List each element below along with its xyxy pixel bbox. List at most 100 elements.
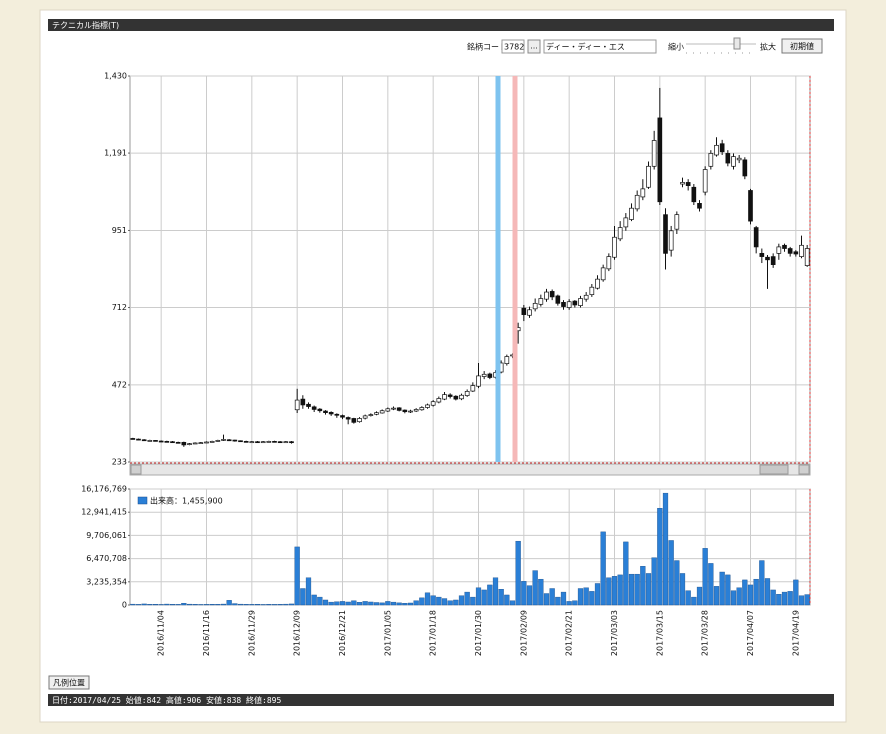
candle-body xyxy=(419,407,425,411)
candle-body xyxy=(623,217,629,228)
volume-bar xyxy=(147,604,153,606)
volume-bar xyxy=(243,604,249,606)
volume-bar xyxy=(203,604,210,606)
legend-swatch xyxy=(137,496,148,505)
volume-bar xyxy=(249,604,255,606)
volume-bar xyxy=(526,585,533,606)
name-input[interactable] xyxy=(543,39,657,54)
candle-body xyxy=(583,294,589,300)
candle-body xyxy=(328,411,334,415)
scroll-thumb[interactable] xyxy=(759,464,789,475)
volume-bar xyxy=(294,546,300,606)
candle-body xyxy=(487,373,493,378)
x-tick-label: 2016/12/09 xyxy=(293,610,302,656)
volume-bar xyxy=(770,589,776,606)
y-tick-label: 12,941,415 xyxy=(81,508,127,517)
volume-bar xyxy=(696,586,703,606)
status-bar xyxy=(48,694,834,706)
reset-button[interactable] xyxy=(781,38,823,54)
volume-bar xyxy=(498,589,504,606)
candle-body xyxy=(238,440,243,443)
volume-bar xyxy=(662,492,669,606)
volume-bar xyxy=(305,577,312,606)
chart-layer: 2016/11/04 2016/11/16 2016/11/29 2016/12/09… xyxy=(81,72,810,656)
candle-body xyxy=(351,418,357,423)
scroll-left[interactable] xyxy=(130,464,142,475)
x-tick-label: 2016/12/21 xyxy=(338,610,347,656)
candle-body xyxy=(719,143,725,153)
volume-bar xyxy=(215,604,221,606)
candle-body xyxy=(804,248,810,266)
volume-bar xyxy=(441,598,448,606)
volume-bar xyxy=(623,541,629,606)
candle-body xyxy=(753,227,759,248)
candle-body xyxy=(765,256,770,261)
candle-body xyxy=(447,394,453,397)
volume-bar xyxy=(436,596,442,606)
y-tick-label: 0 xyxy=(122,601,127,610)
candle-body xyxy=(249,441,255,444)
candle-body xyxy=(317,408,323,412)
code-label: 銘柄コード: xyxy=(467,42,510,52)
volume-bar xyxy=(283,603,289,606)
volume-bar xyxy=(713,586,720,606)
x-tick-label: 2017/03/15 xyxy=(655,610,664,656)
volume-bar xyxy=(725,574,731,606)
candle-body xyxy=(600,267,606,281)
scroll-right[interactable] xyxy=(798,464,810,475)
volume-bar xyxy=(402,603,408,606)
y-tick-label: 1,191 xyxy=(104,149,127,158)
candle-body xyxy=(413,409,419,412)
candle-body xyxy=(170,441,175,444)
volume-bar xyxy=(781,591,788,606)
candle-body xyxy=(464,391,470,396)
candle-body xyxy=(187,443,192,445)
candle-body xyxy=(306,403,311,407)
volume-bar xyxy=(521,581,527,606)
x-tick-label: 2016/11/16 xyxy=(202,610,211,656)
volume-bar xyxy=(691,596,697,606)
candle-body xyxy=(385,408,391,412)
candle-body xyxy=(736,157,742,161)
legend-button[interactable] xyxy=(48,675,90,690)
volume-bar xyxy=(356,602,363,606)
scrollbar[interactable] xyxy=(129,463,811,476)
candle-body xyxy=(606,256,612,270)
volume-bar xyxy=(300,588,306,606)
volume-bar xyxy=(419,597,425,606)
code-button[interactable] xyxy=(527,39,541,54)
zoom-out-label: 縮小 xyxy=(668,42,684,52)
volume-bar xyxy=(753,578,759,606)
candle-body xyxy=(782,244,787,249)
volume-bar xyxy=(362,601,368,606)
volume-bar xyxy=(237,603,244,606)
candle-body xyxy=(748,190,753,222)
candle-body xyxy=(697,203,702,209)
y-tick-label: 16,176,769 xyxy=(81,485,127,494)
candle-body xyxy=(617,227,623,240)
x-tick-label: 2017/01/18 xyxy=(429,610,438,656)
candle-body xyxy=(646,165,651,188)
slider-thumb[interactable] xyxy=(733,37,741,50)
x-tick-label: 2017/04/19 xyxy=(791,610,800,656)
candle-body xyxy=(311,406,317,410)
candle-body xyxy=(402,409,408,413)
candle-body xyxy=(657,117,663,203)
volume-bar xyxy=(736,587,742,606)
candle-body xyxy=(538,298,544,305)
code-input[interactable] xyxy=(501,39,525,54)
volume-bar xyxy=(651,557,657,606)
candle-body xyxy=(714,144,719,156)
candle-body xyxy=(770,256,776,265)
candle-body xyxy=(691,186,697,203)
candle-body xyxy=(357,418,362,423)
volume-bar xyxy=(351,600,357,606)
zoom-in-label: 拡大 xyxy=(760,42,776,52)
y-tick-label: 472 xyxy=(112,380,127,389)
candle-body xyxy=(374,412,379,415)
candle-body xyxy=(634,194,640,210)
volume-bar xyxy=(572,600,578,606)
reset-button-label: 初期値 xyxy=(790,41,814,51)
volume-bar xyxy=(254,604,261,606)
candle-body xyxy=(164,441,170,443)
